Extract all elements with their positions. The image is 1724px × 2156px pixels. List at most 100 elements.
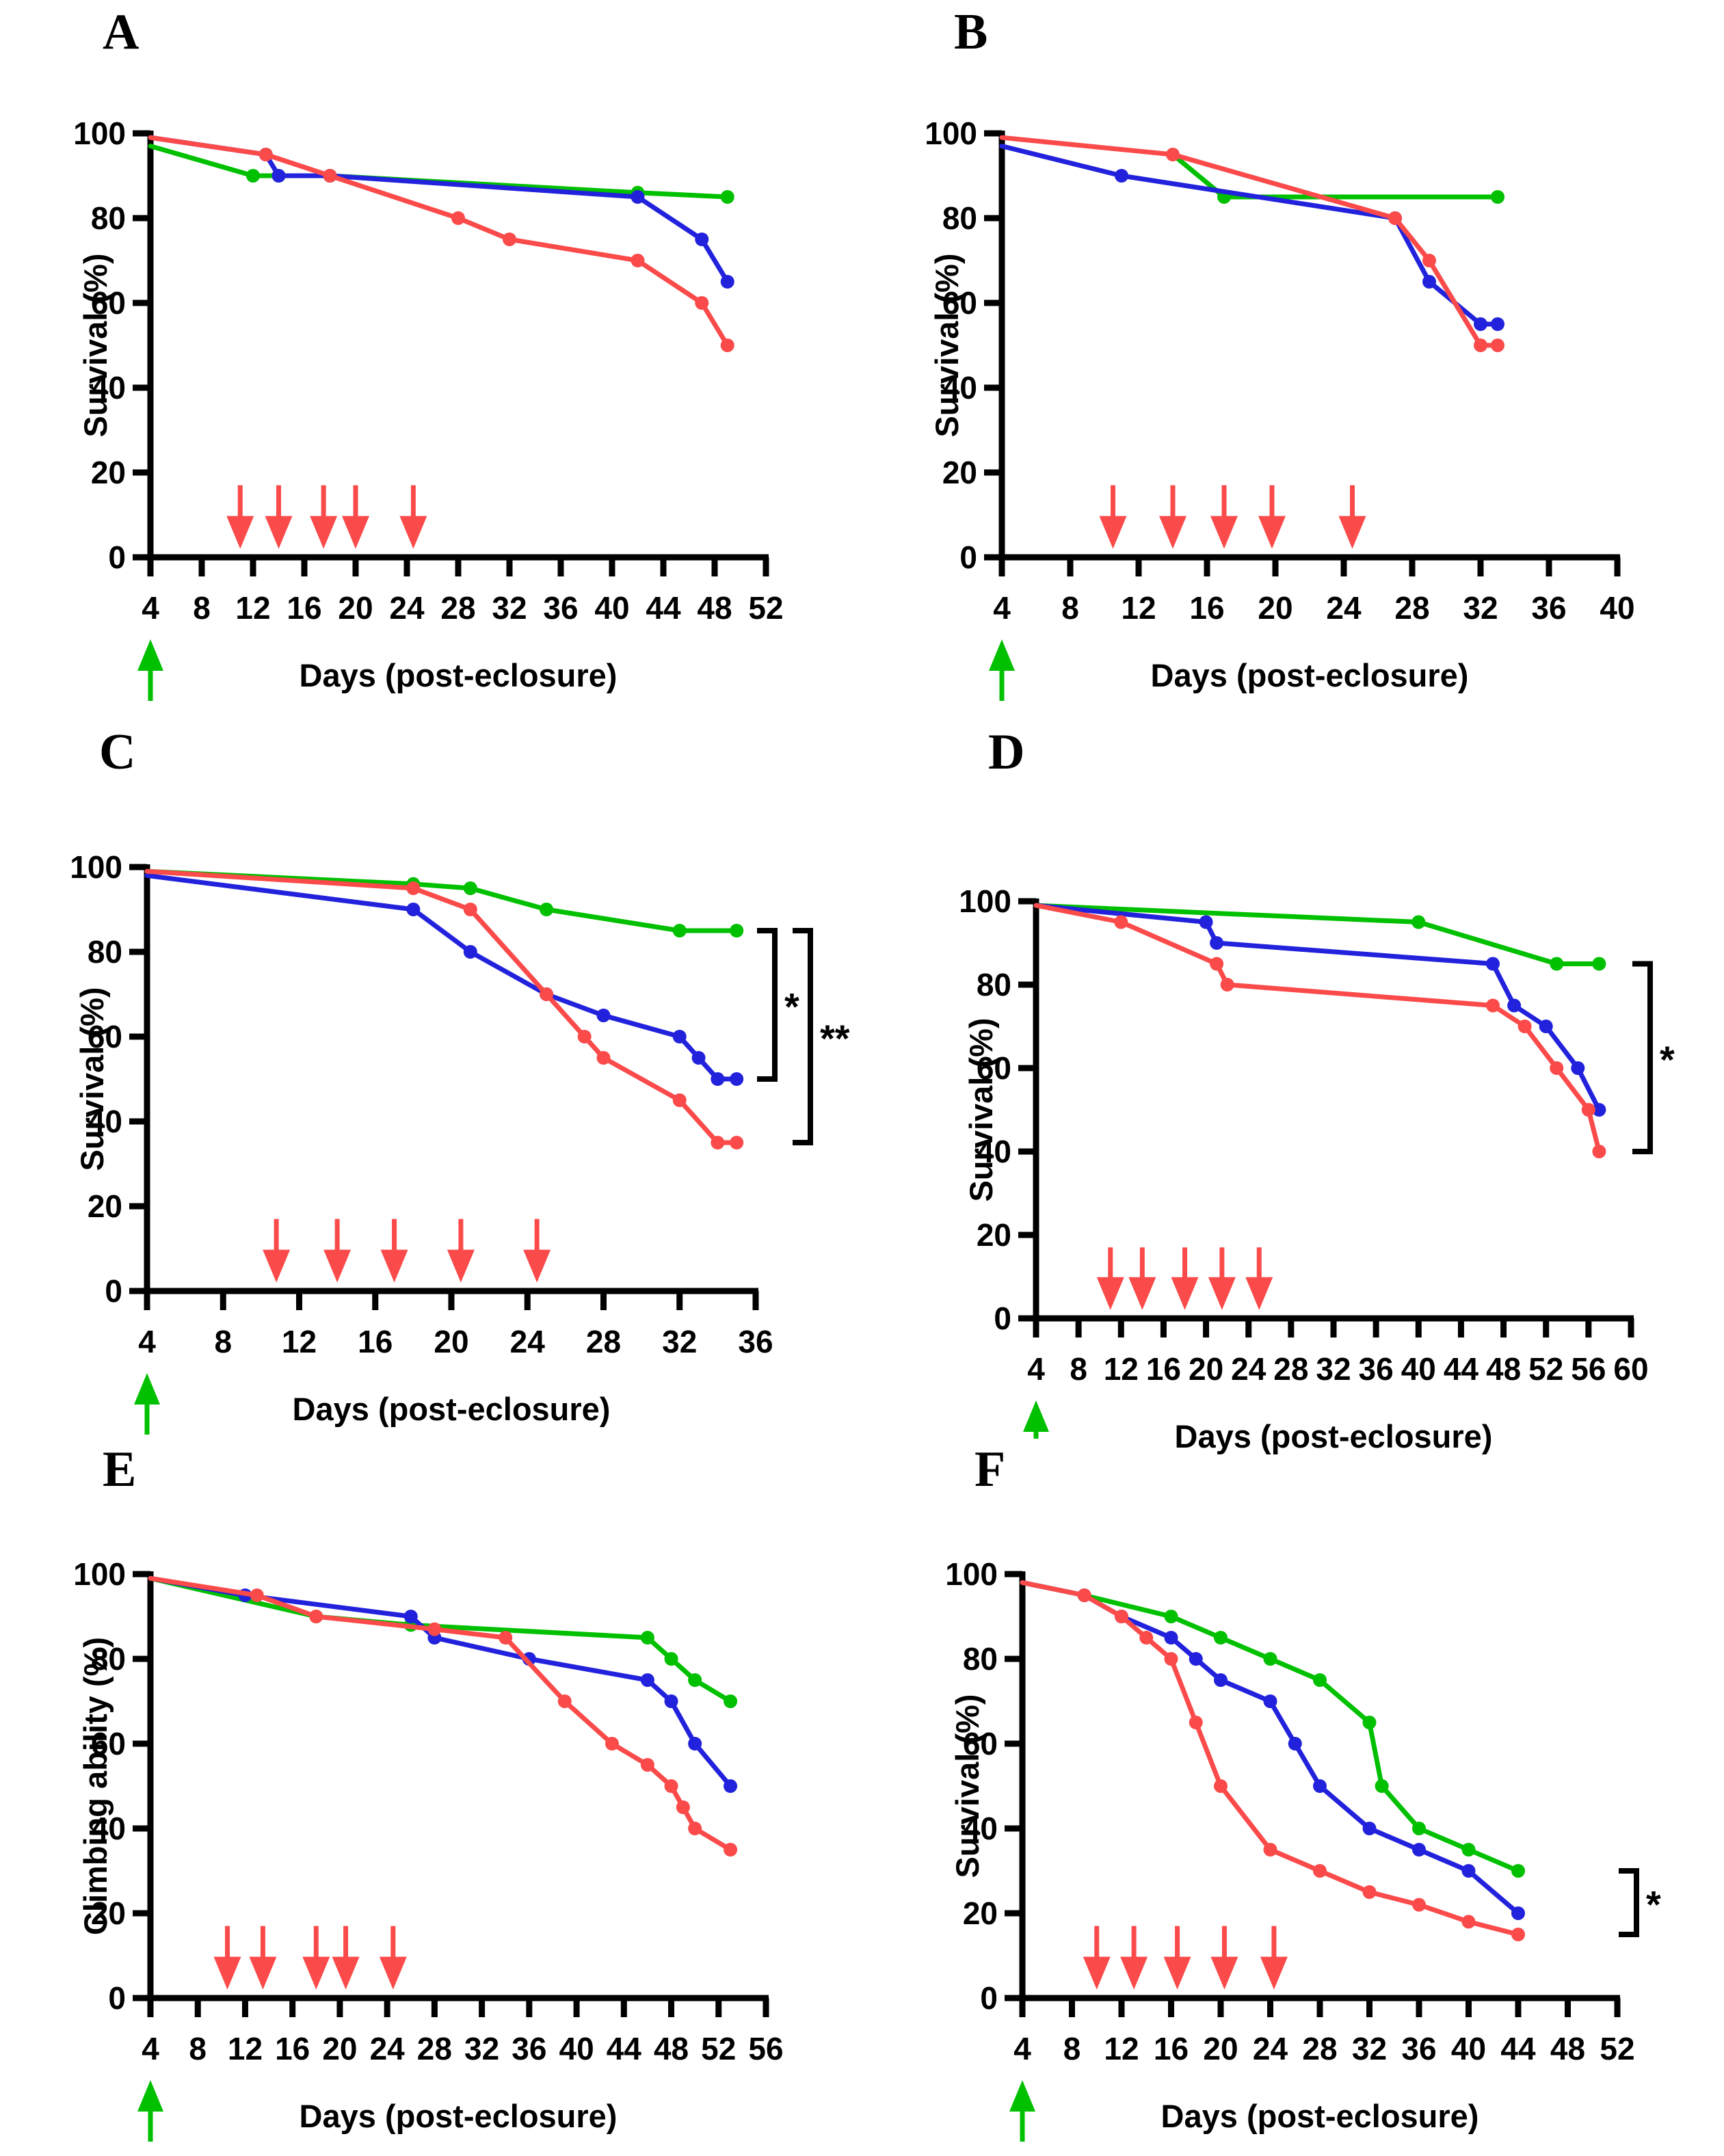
x-tick-label: 56 xyxy=(748,2031,783,2066)
data-point-blue xyxy=(271,169,286,183)
data-point-red xyxy=(499,1631,513,1645)
x-tick-label: 28 xyxy=(1394,590,1429,626)
panel-c: C 0 20 40 60 80 100 4 8 12 16 20 24 28 32 36 * ** Survival… xyxy=(0,720,862,1439)
x-tick-label: 56 xyxy=(1571,1351,1606,1387)
data-point-blue xyxy=(711,1072,725,1086)
x-axis-title: Days (post-eclosure) xyxy=(1150,657,1469,693)
data-point-green xyxy=(1313,1673,1327,1687)
x-tick-label: 24 xyxy=(389,590,425,626)
x-tick-label: 4 xyxy=(1027,1351,1045,1387)
green-up-arrow xyxy=(137,2080,163,2142)
significance-label: * xyxy=(784,985,799,1028)
data-point-red xyxy=(1550,1061,1564,1075)
series-line-red xyxy=(1033,903,1602,1154)
data-point-green xyxy=(246,169,260,183)
x-tick-label: 48 xyxy=(1486,1351,1521,1387)
y-axis-title: Survival (%) xyxy=(949,1694,985,1878)
y-tick-label: 40 xyxy=(88,1104,122,1139)
data-point-blue xyxy=(1210,936,1224,950)
panel-e: E 0 20 40 60 80 100 4 8 12 16 20 24 28 32 36 40 44 48 52 56 C… xyxy=(0,1437,862,2156)
red-down-arrow xyxy=(1338,485,1366,549)
x-tick-label: 12 xyxy=(282,1324,317,1359)
red-down-arrow xyxy=(447,1219,475,1283)
data-point-blue xyxy=(1362,1822,1377,1835)
data-point-red xyxy=(672,1093,687,1107)
data-point-red xyxy=(1581,1103,1595,1117)
green-up-arrow xyxy=(134,1373,160,1435)
y-tick-label: 100 xyxy=(73,116,126,151)
green-up-arrow xyxy=(989,639,1015,701)
y-tick-label: 100 xyxy=(959,883,1011,919)
x-tick-label: 8 xyxy=(193,590,211,626)
x-tick-label: 24 xyxy=(1326,590,1362,626)
red-down-arrow xyxy=(1083,1926,1111,1990)
red-down-arrow xyxy=(263,1219,291,1283)
data-point-red xyxy=(540,987,554,1001)
data-point-red xyxy=(1422,254,1436,267)
data-point-blue xyxy=(403,1610,418,1623)
data-point-red xyxy=(1189,1716,1203,1729)
data-point-red xyxy=(258,148,273,161)
red-down-arrow xyxy=(1120,1926,1148,1990)
data-point-red xyxy=(730,1136,744,1149)
data-point-blue xyxy=(1214,1673,1228,1687)
red-down-arrow xyxy=(1171,1247,1199,1310)
series-line-red xyxy=(144,868,739,1145)
data-point-blue xyxy=(1539,1020,1553,1033)
x-tick-label: 40 xyxy=(559,2031,594,2066)
data-point-blue xyxy=(664,1694,678,1708)
data-point-red xyxy=(451,211,465,225)
y-axis-title: Survival (%) xyxy=(929,253,965,438)
data-point-green xyxy=(720,190,734,204)
y-tick-label: 0 xyxy=(994,1301,1011,1336)
x-axis-title: Days (post-eclosure) xyxy=(292,1391,611,1427)
data-point-blue xyxy=(1189,1652,1203,1666)
x-tick-label: 12 xyxy=(1121,590,1156,626)
significance-label: ** xyxy=(820,1017,850,1060)
panel-letter-c: C xyxy=(99,724,136,780)
data-point-blue xyxy=(1199,915,1213,929)
red-down-arrow xyxy=(1096,1247,1124,1310)
x-tick-label: 60 xyxy=(1613,1351,1648,1387)
x-tick-label: 44 xyxy=(1500,2031,1536,2066)
data-point-blue xyxy=(1486,957,1500,971)
y-tick-label: 40 xyxy=(963,1811,998,1846)
x-tick-label: 40 xyxy=(594,590,629,626)
data-point-green xyxy=(664,1652,678,1666)
data-point-blue xyxy=(406,903,421,916)
data-point-red xyxy=(463,903,477,916)
data-point-red xyxy=(1592,1145,1606,1158)
significance-bracket: * xyxy=(757,928,799,1082)
y-tick-label: 100 xyxy=(945,1556,998,1592)
y-tick-label: 0 xyxy=(959,540,977,575)
x-tick-label: 40 xyxy=(1600,590,1634,626)
series-line-red xyxy=(1020,1580,1521,1937)
data-point-red xyxy=(309,1610,323,1623)
data-point-blue xyxy=(631,190,645,204)
x-tick-label: 32 xyxy=(1463,590,1498,626)
x-tick-label: 32 xyxy=(662,1324,697,1359)
x-tick-label: 52 xyxy=(748,590,783,626)
data-point-red xyxy=(720,338,734,352)
data-point-red xyxy=(1263,1843,1277,1856)
red-down-arrow xyxy=(302,1926,330,1990)
green-up-arrow xyxy=(137,639,163,701)
x-tick-label: 8 xyxy=(1070,1351,1087,1387)
series-line-blue xyxy=(144,873,739,1082)
y-tick-label: 60 xyxy=(942,285,977,321)
x-tick-label: 32 xyxy=(1316,1351,1351,1387)
x-tick-label: 8 xyxy=(1061,590,1079,626)
x-tick-label: 48 xyxy=(1550,2031,1585,2066)
data-point-green xyxy=(1411,915,1426,929)
y-tick-label: 0 xyxy=(980,1980,998,2016)
x-tick-label: 48 xyxy=(697,590,732,626)
red-down-arrow xyxy=(213,1926,241,1990)
x-axis-title: Days (post-eclosure) xyxy=(1174,1418,1493,1454)
x-axis-title: Days (post-eclosure) xyxy=(1161,2098,1479,2134)
data-point-blue xyxy=(1412,1843,1426,1856)
data-point-blue xyxy=(463,945,477,959)
